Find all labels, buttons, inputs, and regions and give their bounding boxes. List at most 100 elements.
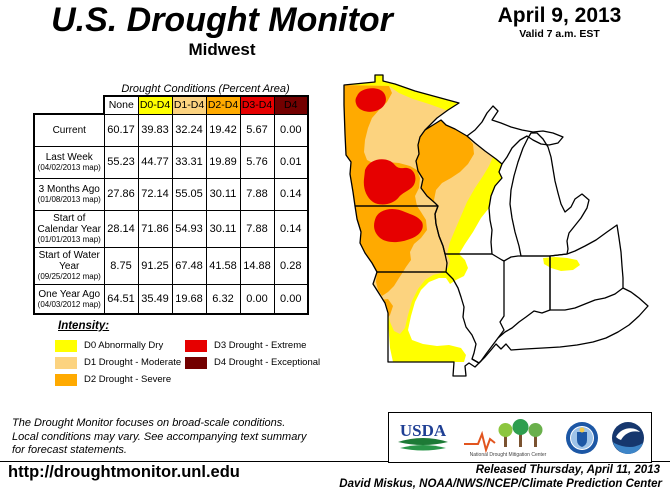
cell-value: 7.88 xyxy=(239,209,275,248)
footnote-line: The Drought Monitor focuses on broad-sca… xyxy=(12,417,286,429)
usda-logo: USDA xyxy=(398,421,448,450)
legend-label: D2 Drought - Severe xyxy=(84,374,172,385)
d3-area-central-minnesota xyxy=(363,159,416,205)
row-sublabel: (01/08/2013 map) xyxy=(37,195,101,204)
table-row: Last Week (04/02/2013 map) 55.23 44.77 33… xyxy=(33,145,309,179)
d3-area-northwest-minnesota xyxy=(355,88,386,112)
cell-value: 0.01 xyxy=(273,145,309,179)
cell-value: 19.42 xyxy=(205,113,241,147)
cell-value: 27.86 xyxy=(103,177,139,211)
legend-title: Intensity: xyxy=(58,320,110,332)
midwest-drought-map xyxy=(343,74,649,377)
date-block: April 9, 2013 Valid 7 a.m. EST xyxy=(452,4,667,41)
state-ohio xyxy=(549,224,624,311)
table-row: Start of Water Year (09/25/2012 map) 8.75… xyxy=(33,246,309,285)
cell-value: 8.75 xyxy=(103,246,139,285)
legend-label: D4 Drought - Exceptional xyxy=(214,357,321,368)
cell-value: 6.32 xyxy=(205,283,241,315)
page-title: U.S. Drought Monitor xyxy=(51,1,393,39)
legend-item-d0: D0 Abnormally Dry xyxy=(55,339,163,352)
row-label: 3 Months Ago (01/08/2013 map) xyxy=(33,177,105,211)
state-michigan-upper xyxy=(466,105,564,165)
cell-value: 28.14 xyxy=(103,209,139,248)
cell-value: 71.86 xyxy=(137,209,173,248)
table-row: One Year Ago (04/03/2012 map) 64.51 35.49… xyxy=(33,283,309,315)
commerce-seal-icon xyxy=(566,421,598,454)
state-iowa xyxy=(354,205,448,273)
cell-value: 0.28 xyxy=(273,246,309,285)
footnote-line: for forecast statements. xyxy=(12,444,127,456)
footer-divider xyxy=(0,461,670,462)
table-corner-cell xyxy=(34,96,104,114)
cell-value: 33.31 xyxy=(171,145,207,179)
cell-value: 67.48 xyxy=(171,246,207,285)
cell-value: 19.89 xyxy=(205,145,241,179)
drought-monitor-url[interactable]: http://droughtmonitor.unl.edu xyxy=(8,463,240,481)
map-date: April 9, 2013 xyxy=(497,4,622,27)
region-subtitle: Midwest xyxy=(188,40,256,59)
ndmc-trees-icon xyxy=(498,418,543,447)
cell-value: 0.14 xyxy=(273,177,309,211)
state-indiana xyxy=(497,255,551,339)
row-label: Current xyxy=(33,113,105,147)
d2-area-wisconsin xyxy=(416,120,474,203)
cell-value: 30.11 xyxy=(205,177,241,211)
cell-value: 39.83 xyxy=(137,113,173,147)
d3-area-iowa xyxy=(374,209,423,243)
col-header-d0-d4: D0-D4 xyxy=(137,95,173,115)
cell-value: 0.14 xyxy=(273,209,309,248)
cell-value: 72.14 xyxy=(137,177,173,211)
row-label: Last Week (04/02/2013 map) xyxy=(33,145,105,179)
legend-label: D0 Abnormally Dry xyxy=(84,340,164,351)
drought-conditions-table: None D0-D4 D1-D4 D2-D4 D3-D4 D4 Current … xyxy=(33,95,309,315)
row-sublabel: (01/01/2013 map) xyxy=(37,235,101,244)
row-label: Start of Calendar Year (01/01/2013 map) xyxy=(33,209,105,248)
cell-value: 32.24 xyxy=(171,113,207,147)
release-date: Released Thursday, April 11, 2013 xyxy=(475,464,660,476)
legend-label: D1 Drought - Moderate xyxy=(84,357,182,368)
col-header-d1-d4: D1-D4 xyxy=(171,95,207,115)
usda-swoosh2-icon xyxy=(400,444,446,450)
ndmc-drought-line-icon xyxy=(464,430,496,453)
table-row: Current 60.17 39.83 32.24 19.42 5.67 0.0… xyxy=(33,113,309,147)
d4-swatch-icon xyxy=(185,356,207,369)
legend-label: D3 Drought - Extreme xyxy=(214,340,307,351)
author-credit: David Miskus, NOAA/NWS/NCEP/Climate Pred… xyxy=(339,478,662,490)
col-header-d4: D4 xyxy=(273,95,309,115)
cell-value: 7.88 xyxy=(239,177,275,211)
drought-shading-layer xyxy=(344,75,580,362)
cell-value: 19.68 xyxy=(171,283,207,315)
legend-item-d2: D2 Drought - Severe xyxy=(55,373,171,386)
cell-value: 5.76 xyxy=(239,145,275,179)
cell-value: 0.00 xyxy=(239,283,275,315)
state-borders-layer xyxy=(343,74,649,377)
row-sublabel: (04/02/2013 map) xyxy=(37,163,101,172)
ndmc-logo: National Drought Mitigation Center xyxy=(464,418,547,458)
state-minnesota xyxy=(343,74,460,207)
header: U.S. Drought Monitor Midwest xyxy=(12,0,432,60)
legend-item-d4: D4 Drought - Exceptional xyxy=(185,356,320,369)
d0-area-ohio-indiana xyxy=(543,257,580,271)
cell-value: 64.51 xyxy=(103,283,139,315)
table-row: 3 Months Ago (01/08/2013 map) 27.86 72.14… xyxy=(33,177,309,211)
col-header-d2-d4: D2-D4 xyxy=(205,95,241,115)
footnote: The Drought Monitor focuses on broad-sca… xyxy=(12,417,306,458)
valid-note: Valid 7 a.m. EST xyxy=(519,28,600,40)
col-header-none: None xyxy=(103,95,139,115)
usda-swoosh-icon xyxy=(398,437,448,445)
cell-value: 0.00 xyxy=(273,113,309,147)
d0-swatch-icon xyxy=(55,339,77,352)
noaa-logo-icon xyxy=(612,421,644,454)
state-kentucky xyxy=(478,287,649,364)
legend-item-d3: D3 Drought - Extreme xyxy=(185,339,306,352)
table-row: Start of Calendar Year (01/01/2013 map) 2… xyxy=(33,209,309,248)
cell-value: 91.25 xyxy=(137,246,173,285)
cell-value: 41.58 xyxy=(205,246,241,285)
cell-value: 55.23 xyxy=(103,145,139,179)
col-header-d3-d4: D3-D4 xyxy=(239,95,275,115)
d2-swatch-icon xyxy=(55,373,77,386)
d3-swatch-icon xyxy=(185,339,207,352)
cell-value: 55.05 xyxy=(171,177,207,211)
footnote-line: Local conditions may vary. See accompany… xyxy=(12,430,307,443)
